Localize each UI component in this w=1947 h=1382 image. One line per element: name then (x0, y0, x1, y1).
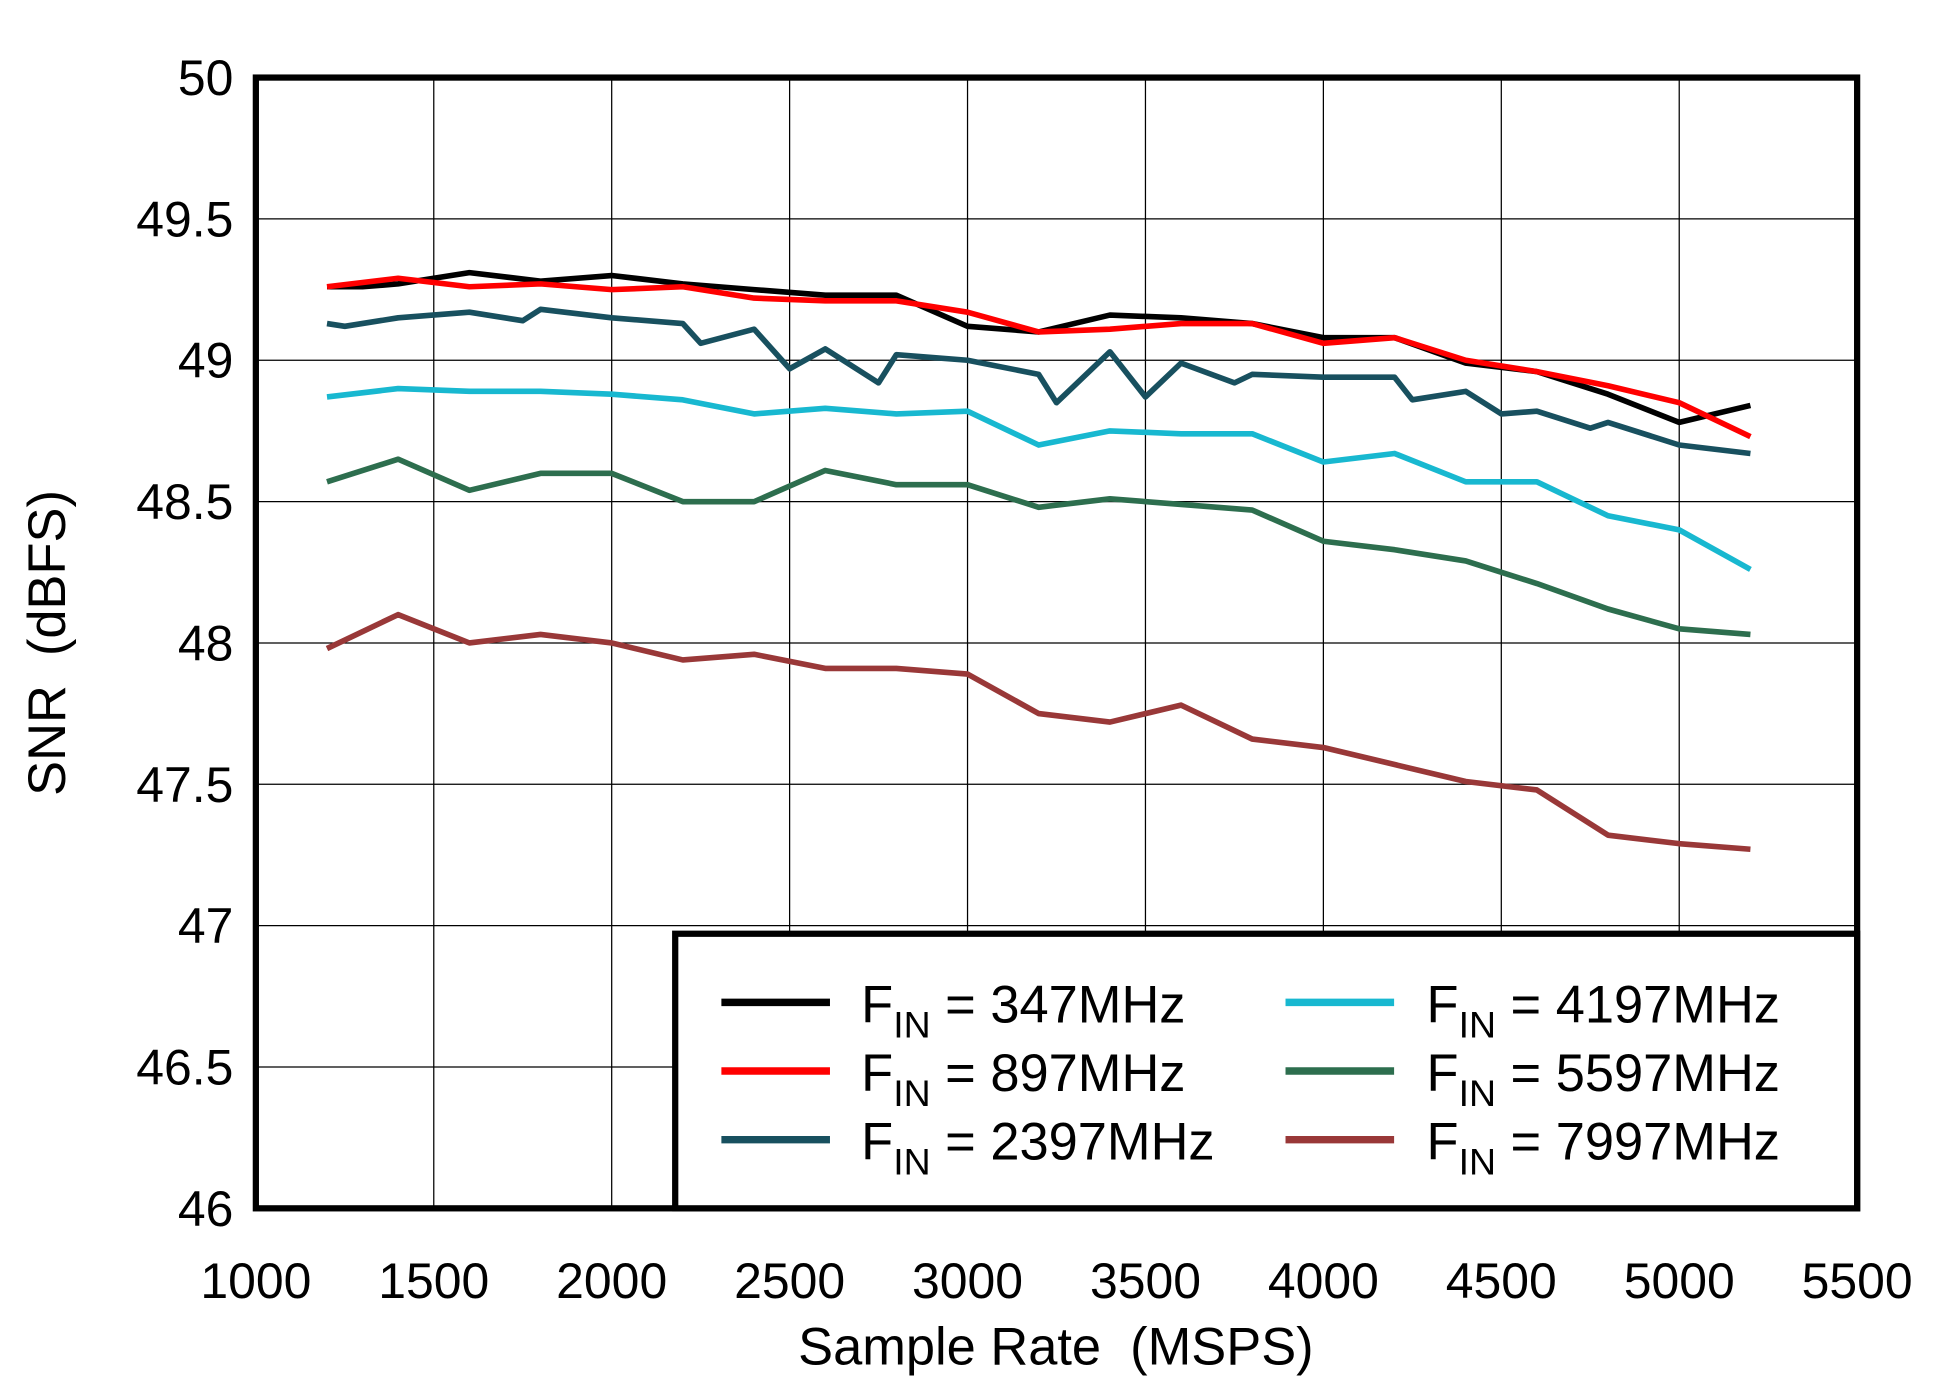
series-line-3 (326, 306, 1751, 457)
series-line-5 (326, 456, 1751, 638)
x-tick-label: 3500 (1090, 1253, 1201, 1309)
legend-box (672, 930, 1861, 1212)
x-tick-label: 1500 (378, 1253, 489, 1309)
series-line-2 (326, 275, 1752, 440)
x-tick-label: 2000 (556, 1253, 667, 1309)
series-line-1 (326, 269, 1752, 426)
y-tick-label: 48 (178, 615, 234, 671)
x-axis-label: Sample Rate (MSPS) (798, 1318, 1314, 1376)
y-tick-label: 50 (178, 50, 234, 106)
y-tick-label: 46 (178, 1181, 234, 1237)
y-tick-label: 46.5 (136, 1039, 233, 1095)
series-line-6 (325, 611, 1751, 853)
legend-entry: FIN = 347MHz (861, 976, 1185, 1045)
x-tick-label: 4000 (1268, 1253, 1379, 1309)
series-lines (325, 269, 1752, 853)
y-tick-labels: 46 46.5 47 47.5 48 48.5 49 49.5 50 (136, 50, 233, 1237)
legend-entry: FIN = 4197MHz (1427, 976, 1780, 1045)
y-tick-label: 49 (178, 333, 234, 389)
y-tick-label: 47.5 (136, 757, 233, 813)
x-tick-label: 4500 (1446, 1253, 1557, 1309)
y-axis-label: SNR (dBFS) (19, 490, 77, 796)
legend-entry: FIN = 897MHz (861, 1045, 1185, 1114)
legend-entry: FIN = 7997MHz (1427, 1114, 1780, 1183)
legend-entry: FIN = 5597MHz (1427, 1045, 1780, 1114)
x-tick-label: 3000 (912, 1253, 1023, 1309)
x-tick-label: 5500 (1802, 1253, 1913, 1309)
series-line-4 (326, 385, 1752, 572)
legend-entry: FIN = 2397MHz (861, 1114, 1214, 1183)
x-tick-label: 2500 (734, 1253, 845, 1309)
y-tick-label: 48.5 (136, 474, 233, 530)
y-tick-label: 47 (178, 898, 234, 954)
x-tick-labels: 1000 1500 2000 2500 3000 3500 4000 4500 5000 5500 (200, 1253, 1912, 1309)
y-tick-label: 49.5 (136, 191, 233, 247)
x-tick-label: 5000 (1624, 1253, 1735, 1309)
x-tick-label: 1000 (200, 1253, 311, 1309)
